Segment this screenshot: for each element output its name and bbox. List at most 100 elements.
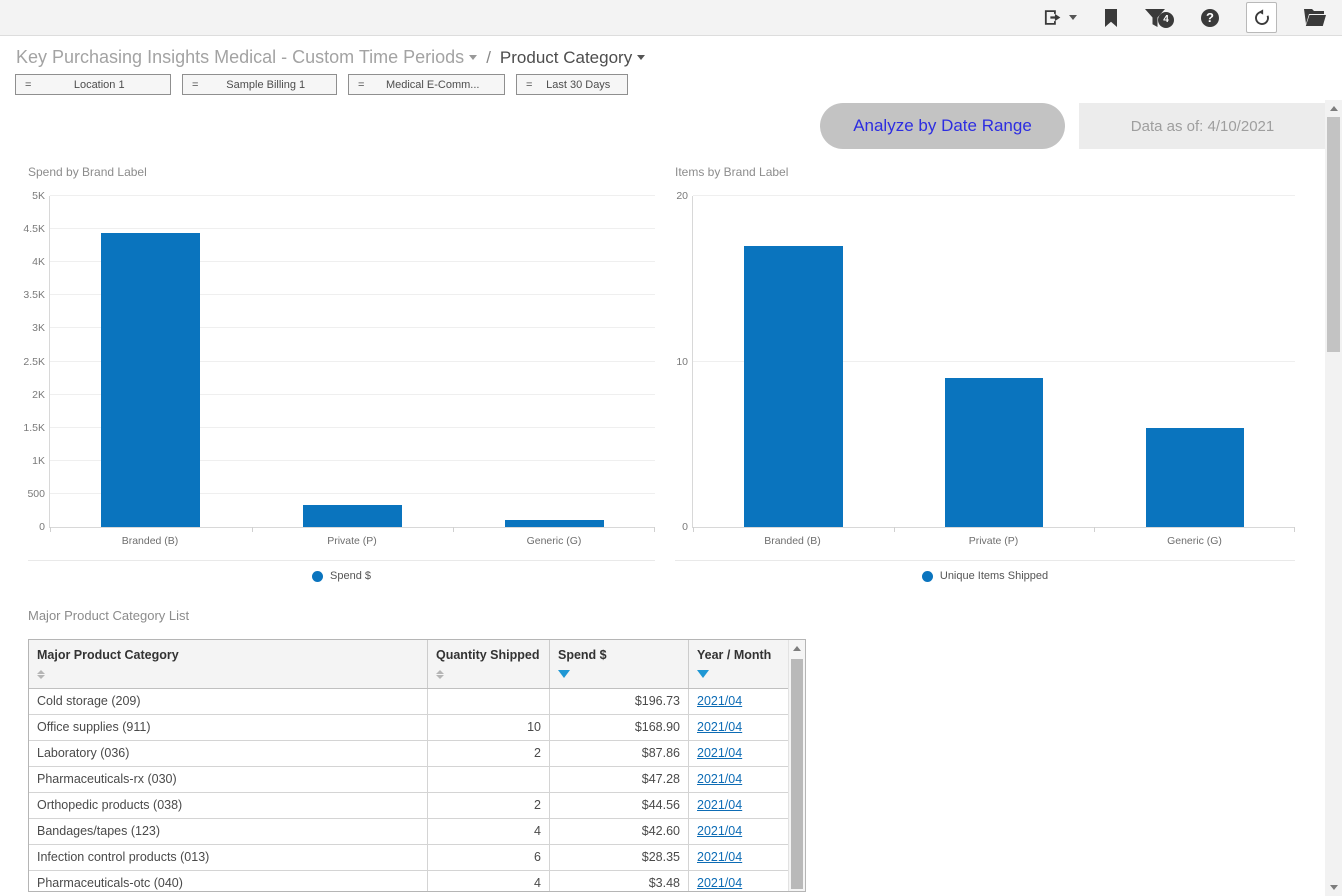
cell-category: Laboratory (036) <box>29 741 428 766</box>
x-axis-label: Generic (G) <box>526 535 582 547</box>
y-axis-tick-label: 3K <box>32 322 45 335</box>
table-scrollbar[interactable] <box>788 640 805 891</box>
column-header-year-month[interactable]: Year / Month <box>689 640 787 688</box>
year-month-link[interactable]: 2021/04 <box>697 720 743 734</box>
chart-plot-area: 0 500 1K 1.5K 2K 2.5K 3K 3.5K 4K 4.5K 5K <box>23 190 655 533</box>
y-axis-tick-label: 1K <box>32 454 45 467</box>
chart-legend[interactable]: Unique Items Shipped <box>675 560 1295 582</box>
y-axis-tick-label: 4.5K <box>23 223 45 236</box>
table-row: Orthopedic products (038) 2 $44.56 2021/04 <box>29 793 788 819</box>
bar-generic-g[interactable] <box>1145 427 1244 527</box>
y-axis-tick-label: 500 <box>27 487 45 500</box>
top-toolbar: 4 ? <box>0 0 1342 36</box>
filter-chip-location-1[interactable]: = Location 1 <box>15 74 171 95</box>
year-month-link[interactable]: 2021/04 <box>697 798 743 812</box>
year-month-link[interactable]: 2021/04 <box>697 850 743 864</box>
cell-spend: $168.90 <box>550 715 689 740</box>
sort-unsorted-icon[interactable] <box>436 670 541 682</box>
bar-private-p[interactable] <box>944 378 1044 527</box>
x-axis-tick <box>50 527 51 532</box>
year-month-link[interactable]: 2021/04 <box>697 876 743 890</box>
table-title: Major Product Category List <box>28 608 190 623</box>
breadcrumb-page-label: Product Category <box>499 47 633 67</box>
scroll-down-arrow-icon[interactable] <box>1325 879 1342 896</box>
bar-branded-b[interactable] <box>101 233 201 527</box>
column-header-label: Spend $ <box>558 648 607 662</box>
spend-by-brand-label-chart: Spend by Brand Label 0 500 1K 1.5K 2K 2.5K 3K 3… <box>23 165 655 582</box>
bars-row <box>693 196 1295 527</box>
x-axis-labels: Branded (B) Private (P) Generic (G) <box>692 535 1295 547</box>
sort-up-triangle-icon <box>436 670 444 674</box>
filter-chip-medical-e-comm[interactable]: = Medical E-Comm... <box>348 74 505 95</box>
x-axis-tick <box>1094 527 1096 532</box>
bar-column <box>252 196 454 527</box>
bookmark-button[interactable] <box>1104 8 1118 27</box>
cell-year-month: 2021/04 <box>689 793 787 818</box>
bar-private-p[interactable] <box>303 505 402 527</box>
x-axis-tick <box>1294 527 1295 532</box>
table-scrollbar-thumb[interactable] <box>791 659 803 889</box>
sort-unsorted-icon[interactable] <box>37 670 419 682</box>
x-axis-label: Private (P) <box>968 535 1019 547</box>
table-row: Bandages/tapes (123) 4 $42.60 2021/04 <box>29 819 788 845</box>
cell-quantity-shipped: 4 <box>428 871 550 891</box>
column-header-quantity-shipped[interactable]: Quantity Shipped <box>428 640 550 688</box>
table-body: Cold storage (209) $196.73 2021/04 Office s… <box>29 689 788 891</box>
chart-legend[interactable]: Spend $ <box>28 560 655 582</box>
cell-spend: $87.86 <box>550 741 689 766</box>
export-icon <box>1044 9 1064 26</box>
y-axis-tick-label: 20 <box>676 190 688 202</box>
table-row: Office supplies (911) 10 $168.90 2021/04 <box>29 715 788 741</box>
filters-button[interactable]: 4 <box>1145 8 1174 28</box>
chevron-down-icon <box>469 55 478 60</box>
column-header-major-product-category[interactable]: Major Product Category <box>29 640 428 688</box>
breadcrumb-report-dropdown[interactable]: Key Purchasing Insights Medical - Custom… <box>16 47 478 68</box>
breadcrumb: Key Purchasing Insights Medical - Custom… <box>16 47 1342 68</box>
scroll-up-arrow-icon[interactable] <box>1325 100 1342 117</box>
cell-year-month: 2021/04 <box>689 715 787 740</box>
filter-chip-last-30-days[interactable]: = Last 30 Days <box>516 74 628 95</box>
page-scrollbar-thumb[interactable] <box>1327 117 1340 352</box>
help-icon: ? <box>1201 8 1219 27</box>
breadcrumb-page-dropdown[interactable]: Product Category <box>499 47 646 68</box>
column-header-spend[interactable]: Spend $ <box>550 640 689 688</box>
column-header-label: Major Product Category <box>37 648 179 662</box>
analyze-by-date-range-button[interactable]: Analyze by Date Range <box>820 103 1065 149</box>
refresh-button[interactable] <box>1246 2 1277 33</box>
bar-generic-g[interactable] <box>504 520 604 527</box>
y-axis-tick-label: 1.5K <box>23 421 45 434</box>
cell-category: Office supplies (911) <box>29 715 428 740</box>
year-month-link[interactable]: 2021/04 <box>697 694 743 708</box>
export-caret-icon <box>1069 15 1077 20</box>
page-scrollbar[interactable] <box>1325 100 1342 896</box>
y-axis-tick-label: 5K <box>32 190 45 202</box>
cell-spend: $47.28 <box>550 767 689 792</box>
year-month-link[interactable]: 2021/04 <box>697 746 743 760</box>
charts-row: Spend by Brand Label 0 500 1K 1.5K 2K 2.5K 3K 3… <box>23 165 1342 582</box>
x-axis-label: Private (P) <box>327 535 377 547</box>
sort-down-triangle-icon <box>37 675 45 679</box>
y-axis-tick-label: 2K <box>32 388 45 401</box>
scroll-up-arrow-icon[interactable] <box>789 640 805 657</box>
sort-desc-icon[interactable] <box>697 670 779 682</box>
gridline <box>50 195 655 196</box>
filter-chip-label: Medical E-Comm... <box>385 78 480 91</box>
cell-category: Orthopedic products (038) <box>29 793 428 818</box>
reports-folder-button[interactable] <box>1304 9 1326 26</box>
equals-operator: = <box>25 78 32 91</box>
x-axis-tick <box>453 527 455 532</box>
filter-chip-sample-billing-1[interactable]: = Sample Billing 1 <box>182 74 337 95</box>
sort-desc-icon[interactable] <box>558 670 680 682</box>
filter-chips: = Location 1 = Sample Billing 1 = Medical E-C… <box>15 74 1342 95</box>
gridline <box>50 261 655 263</box>
gridline <box>50 426 655 428</box>
sort-desc-triangle-icon <box>558 670 570 678</box>
y-axis-tick-label: 3.5K <box>23 289 45 302</box>
help-button[interactable]: ? <box>1201 8 1219 27</box>
y-axis-tick-label: 10 <box>676 355 688 368</box>
year-month-link[interactable]: 2021/04 <box>697 824 743 838</box>
bar-branded-b[interactable] <box>744 245 843 527</box>
cell-quantity-shipped: 6 <box>428 845 550 870</box>
year-month-link[interactable]: 2021/04 <box>697 772 743 786</box>
export-button[interactable] <box>1044 9 1077 26</box>
